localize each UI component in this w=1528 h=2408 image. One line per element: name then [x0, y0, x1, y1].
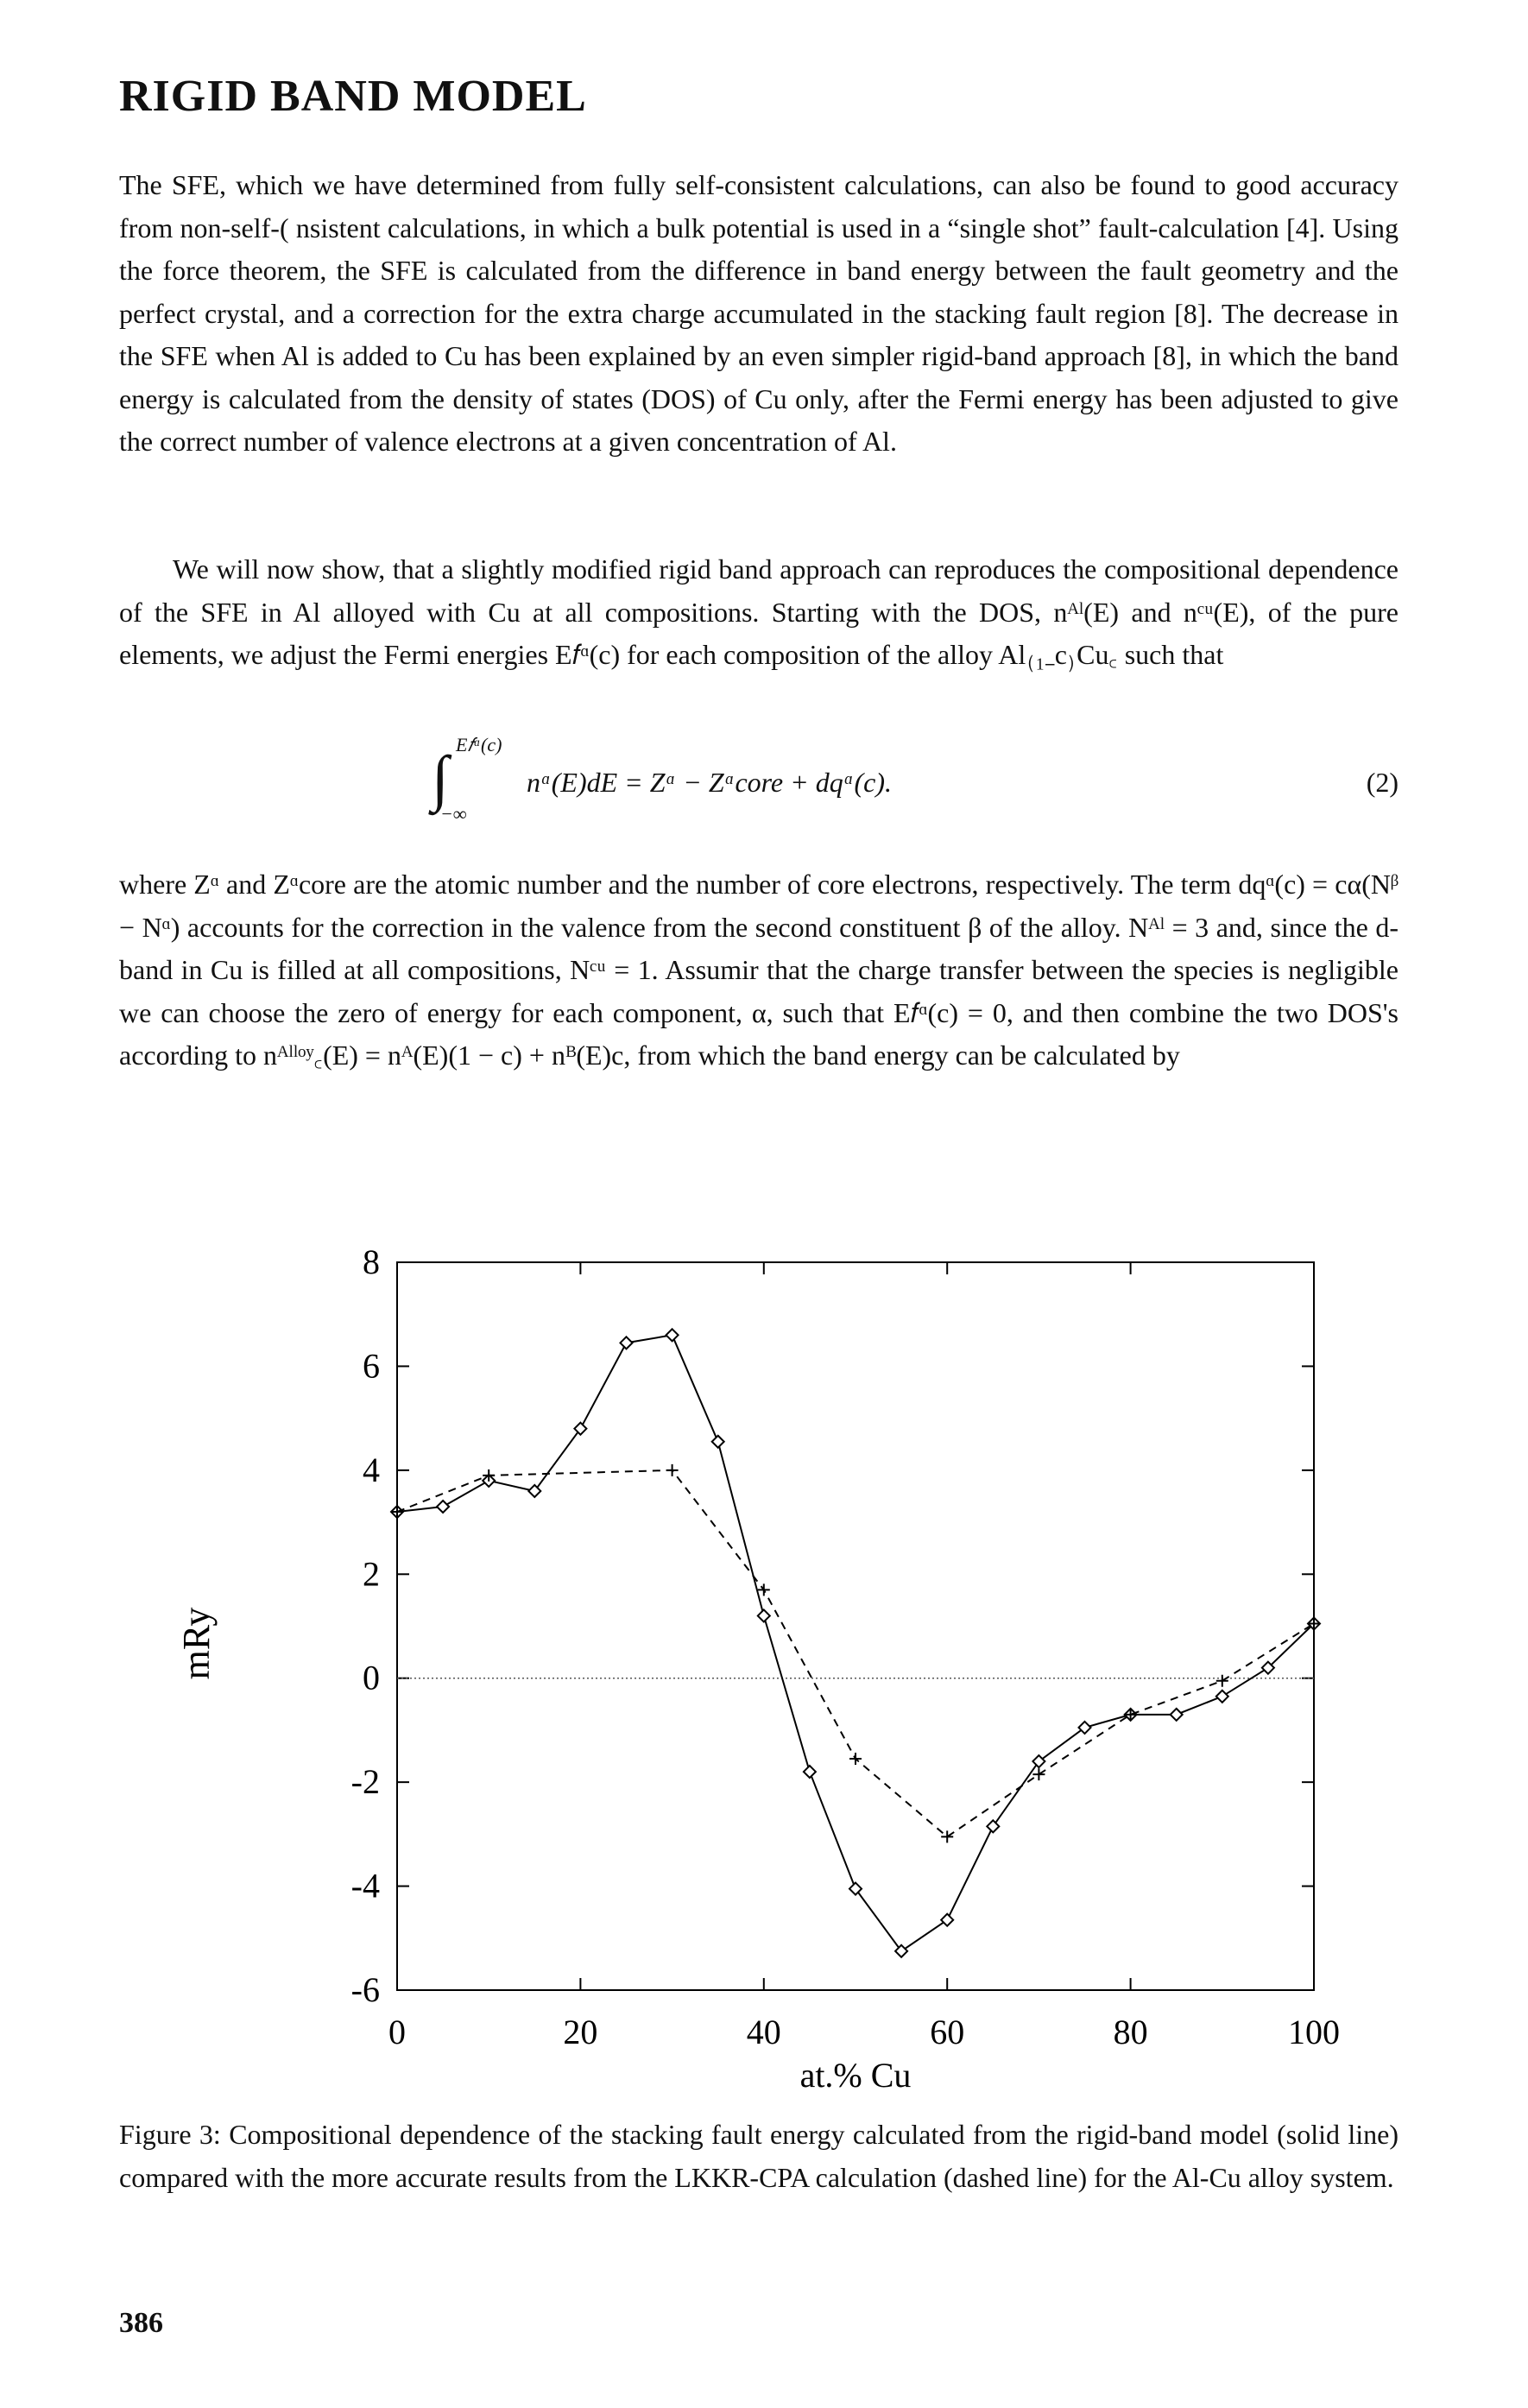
lower-limit: −∞: [440, 803, 467, 825]
marker-diamond: [802, 1764, 818, 1779]
equation-number: (2): [1366, 767, 1399, 798]
data-line: [396, 1334, 1315, 1953]
marker-diamond: [435, 1499, 451, 1514]
y-axis-label: mRy: [175, 1608, 218, 1680]
marker-plus: [941, 1830, 954, 1843]
marker-plus: [1124, 1708, 1137, 1721]
y-tick-label: 6: [363, 1346, 380, 1385]
marker-diamond: [619, 1335, 634, 1350]
section-title: RIGID BAND MODEL: [119, 72, 587, 121]
y-tick-label: 0: [363, 1659, 380, 1697]
x-axis-label: at.% Cu: [800, 2056, 912, 2095]
marker-plus: [849, 1753, 862, 1766]
paragraph: We will now show, that a slightly modifi…: [119, 553, 1399, 670]
x-tick-label: 20: [563, 2013, 597, 2051]
integral-sign: ∫: [432, 743, 449, 812]
marker-diamond: [1169, 1707, 1184, 1722]
data-line: [396, 1469, 1315, 1838]
marker-plus: [666, 1463, 679, 1476]
marker-plus: [1308, 1617, 1320, 1630]
marker-diamond: [527, 1483, 542, 1499]
paragraph: The SFE, which we have determined from f…: [119, 169, 1399, 457]
marker-diamond: [848, 1881, 863, 1896]
x-tick-label: 0: [388, 2013, 406, 2051]
marker-plus: [757, 1583, 770, 1596]
y-tick-label: -4: [351, 1867, 380, 1906]
x-tick-label: 60: [930, 2013, 964, 2051]
marker-plus: [1032, 1768, 1045, 1781]
marker-diamond: [939, 1912, 955, 1928]
y-tick-label: 2: [363, 1554, 380, 1593]
marker-plus: [1215, 1674, 1228, 1687]
x-tick-label: 40: [747, 2013, 781, 2051]
upper-limit: E𝑓ᵅ(c): [456, 734, 502, 755]
marker-diamond: [893, 1943, 909, 1959]
marker-plus: [391, 1506, 403, 1519]
equation-body: nᵅ(E)dE = Zᵅ − Zᵅcore + dqᵅ(c).: [527, 767, 892, 798]
plot-frame: [396, 1261, 1315, 1991]
marker-diamond: [1215, 1689, 1230, 1704]
figure-caption: Figure 3: Compositional dependence of th…: [119, 2119, 1399, 2193]
marker-diamond: [572, 1421, 588, 1437]
marker-diamond: [710, 1434, 726, 1450]
marker-diamond: [1077, 1720, 1092, 1735]
y-tick-label: -2: [351, 1762, 380, 1801]
x-tick-label: 100: [1288, 2013, 1340, 2051]
marker-plus: [483, 1469, 496, 1482]
page-number: 386: [119, 2307, 163, 2339]
marker-diamond: [756, 1608, 772, 1623]
y-tick-label: -6: [351, 1970, 380, 2009]
marker-diamond: [665, 1327, 680, 1343]
paragraph: where Zᵅ and Zᵅcore are the atomic numbe…: [119, 869, 1399, 1071]
marker-diamond: [1031, 1754, 1046, 1769]
x-tick-label: 80: [1114, 2013, 1148, 2051]
marker-diamond: [1260, 1660, 1276, 1676]
marker-diamond: [985, 1818, 1001, 1834]
y-tick-label: 8: [363, 1242, 380, 1281]
y-tick-label: 4: [363, 1450, 380, 1489]
equation: ∫ E𝑓ᵅ(c) −∞ nᵅ(E)dE = Zᵅ − Zᵅcore + dqᵅ(…: [432, 734, 1399, 837]
